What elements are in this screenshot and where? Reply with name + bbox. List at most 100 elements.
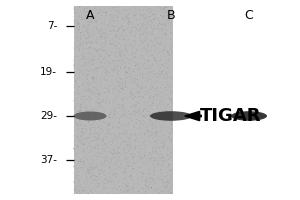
Point bbox=[163, 185, 168, 189]
Point bbox=[168, 108, 173, 111]
Point bbox=[152, 49, 157, 52]
Point bbox=[146, 118, 151, 121]
Point bbox=[78, 168, 82, 171]
Point bbox=[134, 133, 139, 136]
Point bbox=[102, 71, 107, 74]
Point bbox=[80, 98, 85, 101]
Point bbox=[94, 166, 99, 169]
Point bbox=[143, 120, 148, 123]
Point bbox=[152, 27, 157, 30]
Point bbox=[83, 64, 88, 67]
Point bbox=[115, 116, 120, 120]
Point bbox=[82, 160, 86, 163]
Point bbox=[112, 148, 117, 152]
Point bbox=[98, 167, 103, 170]
Point bbox=[72, 63, 76, 67]
Point bbox=[140, 114, 145, 118]
Point bbox=[112, 83, 117, 86]
Point bbox=[102, 120, 106, 124]
Point bbox=[146, 123, 151, 126]
Point bbox=[167, 48, 172, 51]
Point bbox=[94, 152, 99, 155]
Point bbox=[106, 97, 111, 100]
Point bbox=[105, 170, 110, 173]
Point bbox=[150, 119, 155, 122]
Point bbox=[105, 79, 110, 82]
Point bbox=[79, 72, 84, 75]
Point bbox=[136, 144, 141, 147]
Point bbox=[158, 123, 163, 127]
Point bbox=[142, 143, 147, 146]
Point bbox=[111, 172, 116, 175]
Point bbox=[111, 152, 116, 156]
Point bbox=[126, 158, 131, 162]
Point bbox=[157, 102, 161, 106]
Point bbox=[123, 40, 128, 43]
Point bbox=[143, 100, 148, 104]
Point bbox=[159, 149, 164, 153]
Point bbox=[107, 177, 112, 180]
Point bbox=[85, 110, 90, 113]
Point bbox=[155, 66, 160, 69]
Point bbox=[110, 128, 114, 131]
Point bbox=[162, 43, 167, 46]
Point bbox=[114, 80, 118, 83]
Point bbox=[113, 59, 118, 62]
Point bbox=[109, 150, 113, 153]
Point bbox=[103, 31, 107, 34]
Point bbox=[167, 7, 171, 10]
Point bbox=[144, 54, 149, 57]
Point bbox=[168, 160, 173, 163]
Point bbox=[153, 150, 158, 153]
Point bbox=[105, 191, 110, 194]
Point bbox=[129, 91, 134, 94]
Point bbox=[170, 189, 175, 192]
Point bbox=[83, 54, 88, 57]
Point bbox=[169, 141, 174, 144]
Point bbox=[128, 117, 133, 120]
Point bbox=[93, 7, 98, 10]
Point bbox=[156, 110, 161, 114]
Point bbox=[168, 32, 173, 35]
Point bbox=[146, 74, 151, 77]
Point bbox=[88, 39, 93, 42]
Point bbox=[92, 178, 97, 181]
Point bbox=[81, 100, 86, 103]
Point bbox=[84, 166, 88, 169]
Point bbox=[148, 71, 152, 74]
Point bbox=[144, 182, 148, 185]
Point bbox=[88, 128, 93, 131]
Point bbox=[141, 31, 146, 34]
Point bbox=[154, 182, 158, 185]
Point bbox=[120, 175, 125, 178]
Point bbox=[91, 111, 96, 114]
Point bbox=[140, 120, 145, 123]
Point bbox=[109, 80, 113, 83]
Point bbox=[132, 99, 137, 102]
Point bbox=[132, 45, 137, 48]
Point bbox=[124, 56, 129, 59]
Point bbox=[124, 131, 129, 134]
Point bbox=[131, 156, 136, 159]
Point bbox=[143, 113, 148, 116]
Point bbox=[142, 79, 147, 82]
Point bbox=[167, 47, 172, 51]
Point bbox=[151, 77, 155, 80]
Point bbox=[109, 29, 114, 32]
Point bbox=[96, 53, 101, 56]
Point bbox=[109, 90, 114, 93]
Point bbox=[81, 43, 85, 46]
Point bbox=[78, 92, 82, 95]
Point bbox=[92, 93, 97, 96]
Point bbox=[143, 23, 148, 26]
Point bbox=[72, 157, 76, 160]
Point bbox=[119, 188, 124, 191]
Point bbox=[76, 66, 81, 69]
Point bbox=[106, 91, 111, 94]
Point bbox=[128, 136, 132, 139]
Point bbox=[164, 57, 169, 60]
Point bbox=[163, 11, 168, 14]
Point bbox=[86, 61, 91, 64]
Point bbox=[83, 104, 88, 107]
Point bbox=[146, 89, 151, 92]
